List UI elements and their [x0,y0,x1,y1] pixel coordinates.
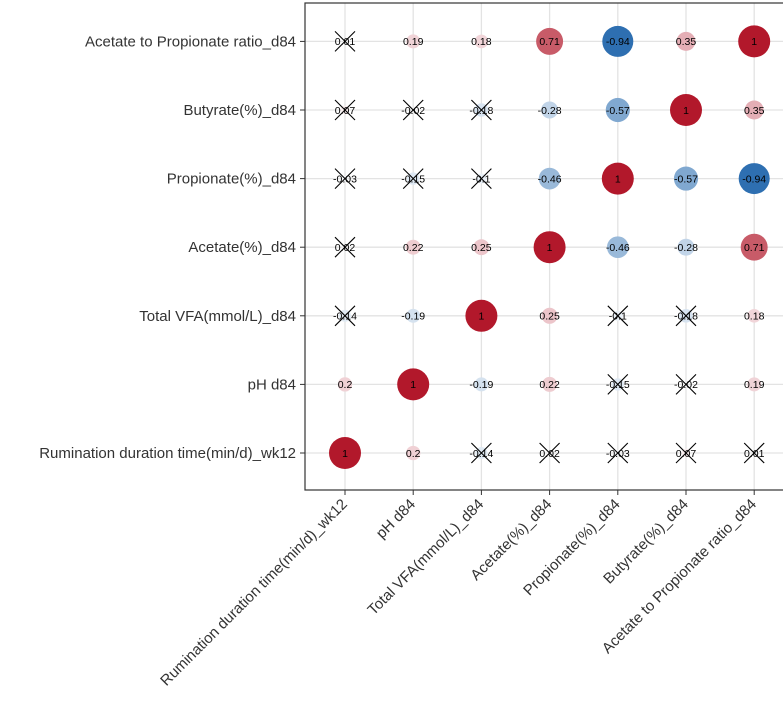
correlation-value-label: 1 [478,311,484,323]
correlation-dot [406,308,421,323]
correlation-dot [337,377,353,392]
correlation-dot [541,307,558,324]
correlation-value-label: 0.22 [539,379,560,391]
correlation-value-label: 0.18 [471,36,492,48]
correlation-value-label: 0.2 [406,448,421,460]
nonsignificant-cross-mark [402,99,424,121]
nonsignificant-cross-mark [607,374,629,395]
correlation-value-label: 1 [342,448,348,460]
x-axis-tick-label: Total VFA(mmol/L)_d84 [364,496,487,619]
correlation-value-label: 0.25 [471,242,492,254]
y-axis-tick-label: Rumination duration time(min/d)_wk12 [39,445,296,462]
nonsignificant-cross-mark [334,99,356,121]
nonsignificant-cross-mark [334,31,356,52]
correlation-dot [406,445,421,461]
nonsignificant-cross-mark [471,442,492,464]
correlation-value-label: 1 [410,379,416,391]
correlation-dot [405,239,421,255]
correlation-dot [738,163,770,195]
nonsignificant-cross-mark [334,168,356,189]
correlation-dot [606,236,629,259]
correlation-dot [744,100,764,120]
y-axis-tick-label: Butyrate(%)_d84 [183,102,296,119]
correlation-value-label: -0.94 [742,173,766,185]
correlation-value-label: 0.19 [744,379,765,391]
correlation-value-label: -0.19 [401,311,425,323]
y-axis-tick-label: Acetate(%)_d84 [188,239,296,256]
correlation-dot [738,25,771,58]
correlation-dot [677,238,695,256]
correlation-dot [533,231,566,264]
correlation-dot [673,166,699,191]
correlation-value-label: 0.18 [744,311,765,323]
correlation-dot [474,34,489,49]
correlation-value-label: 0.35 [744,105,765,117]
correlation-dot [747,377,762,392]
correlation-value-label: 0.71 [539,36,560,48]
correlation-value-label: 1 [547,242,553,254]
correlation-dot [676,31,696,51]
nonsignificant-cross-mark [675,305,697,327]
correlation-value-label: -0.28 [674,242,698,254]
correlation-value-label: 1 [615,173,621,185]
correlation-value-label: -0.46 [606,242,630,254]
correlation-value-label: 0.19 [403,36,424,48]
nonsignificant-cross-mark [675,442,697,464]
correlation-dot [465,299,498,332]
correlation-dot [602,25,634,57]
x-axis-tick-label: Rumination duration time(min/d)_wk12 [157,496,351,690]
correlation-value-label: 0.2 [338,379,353,391]
nonsignificant-cross-mark [471,168,492,189]
nonsignificant-cross-mark [675,374,697,395]
correlation-value-label: -0.19 [469,379,493,391]
y-axis-tick-label: pH d84 [248,376,296,393]
correlation-value-label: -0.28 [538,105,562,117]
correlation-dot [538,167,561,190]
correlation-value-label: 1 [751,36,757,48]
correlation-value-label: -0.57 [606,105,630,117]
nonsignificant-cross-mark [607,305,629,327]
correlation-dot [670,94,702,126]
correlation-dot [536,27,564,55]
correlation-value-label: -0.57 [674,173,698,185]
correlation-dot [474,377,489,392]
correlation-value-label: -0.46 [538,173,562,185]
correlation-dot [541,101,559,119]
nonsignificant-cross-mark [471,99,492,121]
correlation-dot [542,376,558,392]
nonsignificant-cross-mark [402,168,424,189]
correlation-dot [740,233,768,261]
correlation-value-label: 1 [683,105,689,117]
correlation-dot [601,162,634,195]
nonsignificant-cross-mark [607,442,629,464]
correlation-value-label: 0.25 [539,311,560,323]
nonsignificant-cross-mark [334,305,356,327]
correlation-dot [747,309,761,323]
nonsignificant-cross-mark [539,442,560,464]
correlation-value-label: 0.35 [676,36,697,48]
nonsignificant-cross-mark [334,236,356,258]
correlation-value-label: 0.71 [744,242,765,254]
correlation-marks: 1 0.2 -0.14 0.02 -0.03 0.07 0.010.2 1 -0.19 0.22-… [329,25,771,469]
nonsignificant-cross-mark [743,442,765,464]
correlation-dot [397,368,430,401]
correlation-value-label: 0.22 [403,242,424,254]
y-axis-tick-label: Acetate to Propionate ratio_d84 [85,33,296,50]
y-axis-tick-label: Total VFA(mmol/L)_d84 [139,308,296,325]
correlation-dot [473,239,490,256]
correlation-dot [605,97,630,123]
correlation-dot [406,34,421,49]
axes: Rumination duration time(min/d)_wk12 pH d… [39,33,760,689]
x-axis-tick-label: pH d84 [373,496,419,542]
y-axis-tick-label: Propionate(%)_d84 [167,171,296,188]
correlation-dot [329,437,361,469]
correlation-value-label: -0.94 [606,36,630,48]
